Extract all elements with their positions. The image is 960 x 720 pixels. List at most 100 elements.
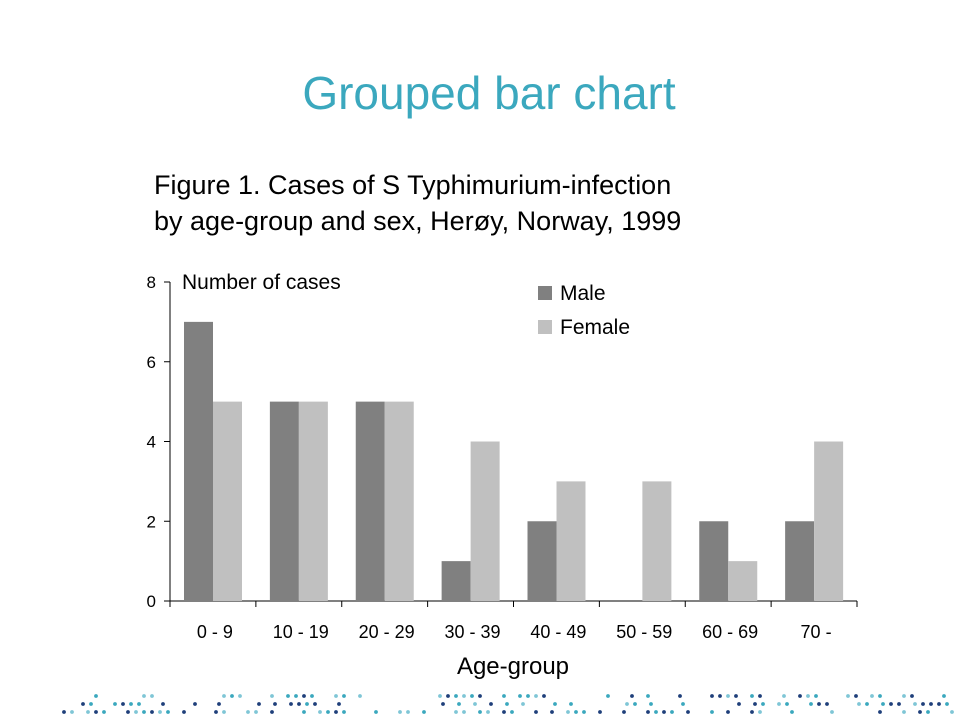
decor-dot xyxy=(534,694,538,698)
y-axis-label: Number of cases xyxy=(182,271,341,294)
decor-dot xyxy=(686,710,690,714)
decor-dot xyxy=(86,710,90,714)
decor-dot xyxy=(929,702,933,706)
y-tick-label: 8 xyxy=(147,273,156,292)
decor-dot xyxy=(782,694,786,698)
decor-dot xyxy=(825,702,829,706)
decor-dot xyxy=(737,702,741,706)
decor-dot xyxy=(70,710,74,714)
decor-dot xyxy=(865,702,869,706)
x-tick-label: 10 - 19 xyxy=(273,622,329,642)
y-tick-label: 0 xyxy=(147,592,156,611)
decor-dot xyxy=(726,710,730,714)
legend-label-female: Female xyxy=(560,316,630,339)
decor-dot xyxy=(790,710,794,714)
decor-dot xyxy=(761,702,765,706)
figure-title-line-2: by age-group and sex, Herøy, Norway, 199… xyxy=(154,206,682,236)
decor-dot xyxy=(230,694,234,698)
figure-title-line-1: Figure 1. Cases of S Typhimurium-infecti… xyxy=(154,170,672,200)
decor-dot xyxy=(326,710,330,714)
decor-dot xyxy=(846,694,850,698)
decor-dot xyxy=(881,702,885,706)
decor-dot xyxy=(294,694,298,698)
chart-tick-labels: 0 2 4 6 8 0 - 9 10 - 19 20 - 29 30 - 39 40 - 49 50… xyxy=(147,273,832,642)
decor-dot xyxy=(942,694,946,698)
decor-dot xyxy=(670,710,674,714)
decor-dot xyxy=(270,710,274,714)
decor-dot xyxy=(62,710,66,714)
x-axis-label: Age-group xyxy=(457,653,569,680)
decor-dot xyxy=(550,710,554,714)
decor-dot xyxy=(478,694,482,698)
x-tick-label: 30 - 39 xyxy=(445,622,501,642)
decor-dot xyxy=(809,702,813,706)
decor-dot xyxy=(246,710,250,714)
decor-dot xyxy=(142,710,146,714)
y-tick-label: 6 xyxy=(147,353,156,372)
decor-dot xyxy=(270,694,274,698)
decor-dot xyxy=(918,710,922,714)
decor-dot xyxy=(342,710,346,714)
decor-dot xyxy=(238,694,242,698)
decor-dot xyxy=(454,694,458,698)
bar-male-1 xyxy=(269,401,299,601)
decor-dot xyxy=(302,710,306,714)
decor-dot xyxy=(710,694,714,698)
bar-female-2 xyxy=(384,401,414,601)
decor-dot xyxy=(81,702,85,706)
decor-dot xyxy=(358,694,362,698)
decor-dot xyxy=(161,702,165,706)
decor-dot xyxy=(150,710,154,714)
decor-dot xyxy=(318,710,322,714)
decor-dot xyxy=(646,710,650,714)
decor-dot xyxy=(649,702,653,706)
decor-dot xyxy=(94,710,98,714)
decor-dot xyxy=(126,710,130,714)
decor-dot xyxy=(113,702,117,706)
bar-female-6 xyxy=(728,561,758,601)
decor-dot xyxy=(142,694,146,698)
bar-female-0 xyxy=(213,401,242,601)
decor-dot xyxy=(337,702,341,706)
x-tick-label: 70 - xyxy=(801,622,832,642)
decor-dot xyxy=(342,694,346,698)
decor-dot xyxy=(542,694,546,698)
decor-dot xyxy=(646,694,650,698)
decor-dot xyxy=(734,694,738,698)
decor-dot xyxy=(798,694,802,698)
decor-dot xyxy=(870,694,874,698)
decor-dot xyxy=(166,710,170,714)
decor-dot xyxy=(502,710,506,714)
decor-dot xyxy=(89,702,93,706)
decor-dot xyxy=(334,710,338,714)
decor-dot xyxy=(753,702,757,706)
decor-dot xyxy=(438,694,442,698)
decor-dot xyxy=(134,710,138,714)
decor-dot xyxy=(217,702,221,706)
decor-dot xyxy=(566,710,570,714)
chart-bars xyxy=(184,321,844,601)
decor-dot xyxy=(158,710,162,714)
decor-dot xyxy=(758,710,762,714)
decor-dot xyxy=(654,710,658,714)
decor-dot xyxy=(633,702,637,706)
decor-dot xyxy=(182,710,186,714)
decor-dot xyxy=(526,694,530,698)
decor-dot xyxy=(454,710,458,714)
decor-dot xyxy=(582,710,586,714)
decor-dot xyxy=(777,702,781,706)
decor-dot xyxy=(406,710,410,714)
decor-dot xyxy=(305,702,309,706)
decor-dot xyxy=(598,710,602,714)
decor-dot xyxy=(302,694,306,698)
decor-dot xyxy=(473,702,477,706)
decor-dot xyxy=(150,694,154,698)
bar-female-3 xyxy=(470,441,500,601)
decor-dot xyxy=(254,710,258,714)
decor-dot xyxy=(897,702,901,706)
decor-dot xyxy=(878,694,882,698)
y-tick-label: 2 xyxy=(147,512,156,531)
decor-dot xyxy=(718,694,722,698)
decor-dot xyxy=(710,710,714,714)
decor-dot xyxy=(910,694,914,698)
